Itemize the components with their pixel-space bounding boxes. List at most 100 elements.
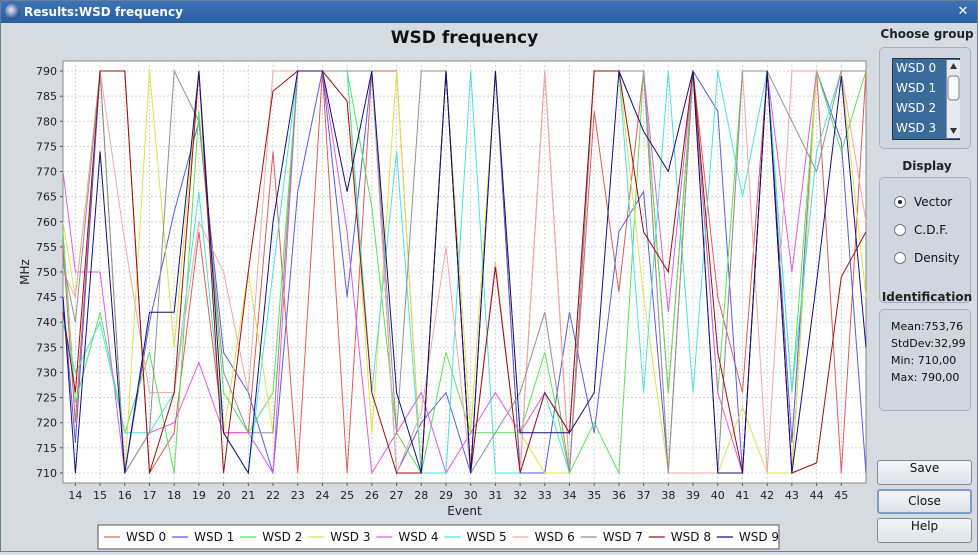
- x-tick-label: 31: [488, 489, 502, 502]
- choose-group-title: Choose group: [880, 27, 974, 41]
- x-tick-label: 23: [291, 489, 305, 502]
- radio-unchecked-icon[interactable]: [894, 252, 906, 264]
- stat-mean: Mean:753,76: [891, 320, 964, 333]
- y-tick-label: 710: [36, 467, 57, 480]
- x-tick-label: 26: [365, 489, 379, 502]
- group-item[interactable]: WSD 0: [896, 61, 937, 75]
- legend-entry: WSD 1: [194, 530, 234, 544]
- stat-min: Min: 710,00: [891, 354, 957, 367]
- x-tick-label: 22: [266, 489, 280, 502]
- y-tick-label: 725: [36, 392, 57, 405]
- legend-entry: WSD 7: [603, 530, 643, 544]
- series-line-wsd-4: [62, 70, 866, 475]
- stat-max: Max: 790,00: [891, 371, 960, 384]
- legend-entry: WSD 3: [330, 530, 370, 544]
- x-tick-label: 36: [612, 489, 626, 502]
- legend-entry: WSD 9: [739, 530, 779, 544]
- x-tick-label: 18: [167, 489, 181, 502]
- y-tick-label: 770: [36, 166, 57, 179]
- identification-title: Identification: [881, 290, 973, 304]
- x-tick-label: 16: [118, 489, 132, 502]
- x-tick-label: 15: [93, 489, 107, 502]
- choose-group-box: WSD 0 WSD 1 WSD 2 WSD 3: [879, 47, 971, 149]
- scrollbar-arrows-icon: [947, 63, 960, 134]
- display-option-label: C.D.F.: [914, 223, 949, 237]
- series-line-wsd-9: [62, 70, 867, 475]
- x-tick-label: 38: [661, 489, 675, 502]
- x-tick-label: 45: [834, 489, 848, 502]
- x-tick-label: 42: [760, 489, 774, 502]
- x-tick-label: 21: [241, 489, 255, 502]
- legend-entry: WSD 0: [126, 530, 166, 544]
- group-item[interactable]: WSD 3: [896, 121, 937, 135]
- window-title: Results:WSD frequency: [24, 5, 183, 19]
- save-button[interactable]: Save: [877, 460, 972, 485]
- legend-entry: WSD 4: [398, 530, 438, 544]
- y-axis-label: MHz: [18, 259, 32, 285]
- x-tick-label: 28: [414, 489, 428, 502]
- x-tick-label: 44: [810, 489, 824, 502]
- y-tick-label: 785: [36, 90, 57, 103]
- close-window-icon[interactable]: ✕: [957, 4, 969, 19]
- wsd-frequency-chart: 710 715 720 725 730 735 740 745 750 755 760 765 770 7…: [18, 28, 867, 550]
- x-tick-label: 37: [637, 489, 651, 502]
- y-tick-label: 740: [36, 316, 57, 329]
- legend-entry: WSD 8: [671, 530, 711, 544]
- y-tick-label: 745: [36, 291, 57, 304]
- chart-title: WSD frequency: [391, 28, 538, 48]
- y-tick-label: 750: [36, 266, 57, 279]
- y-tick-label: 755: [36, 241, 57, 254]
- x-tick-label: 40: [711, 489, 725, 502]
- x-tick-label: 43: [785, 489, 799, 502]
- x-tick-label: 24: [315, 489, 329, 502]
- group-scrollbar[interactable]: [946, 60, 960, 138]
- display-option-label: Density: [914, 251, 960, 265]
- y-tick-label: 760: [36, 216, 57, 229]
- x-tick-label: 20: [217, 489, 231, 502]
- y-tick-label: 735: [36, 341, 57, 354]
- x-tick-label: 27: [390, 489, 404, 502]
- help-button[interactable]: Help: [877, 518, 972, 543]
- app-icon: [5, 4, 20, 19]
- identification-box: Mean:753,76 StdDev:32,99 Min: 710,00 Max…: [879, 309, 971, 411]
- y-tick-label: 720: [36, 417, 57, 430]
- stat-stddev: StdDev:32,99: [891, 337, 966, 350]
- y-tick-label: 730: [36, 366, 57, 379]
- chart-panel: 710 715 720 725 730 735 740 745 750 755 760 765 770 7…: [5, 25, 871, 551]
- legend-entry: WSD 6: [535, 530, 575, 544]
- series-line-wsd-1: [62, 69, 867, 475]
- y-tick-label: 775: [36, 140, 57, 153]
- x-tick-label: 19: [192, 489, 206, 502]
- x-tick-label: 33: [538, 489, 552, 502]
- title-bar[interactable]: Results:WSD frequency ✕: [1, 1, 977, 23]
- display-title: Display: [902, 159, 952, 173]
- x-tick-label: 30: [464, 489, 478, 502]
- x-tick-label: 35: [587, 489, 601, 502]
- y-tick-label: 765: [36, 191, 57, 204]
- radio-unchecked-icon[interactable]: [894, 224, 906, 236]
- display-option-label: Vector: [914, 195, 953, 209]
- display-box: Vector C.D.F. Density: [879, 177, 971, 303]
- series-line-wsd-3: [62, 70, 867, 474]
- legend-entry: WSD 2: [262, 530, 302, 544]
- x-tick-label: 32: [513, 489, 527, 502]
- legend-box: [97, 524, 780, 550]
- y-tick-label: 715: [36, 442, 57, 455]
- x-tick-label: 41: [735, 489, 749, 502]
- legend-entry: WSD 5: [467, 530, 507, 544]
- y-tick-label: 780: [36, 115, 57, 128]
- x-tick-label: 29: [439, 489, 453, 502]
- x-tick-label: 39: [686, 489, 700, 502]
- x-tick-label: 14: [68, 489, 82, 502]
- group-item[interactable]: WSD 2: [896, 101, 937, 115]
- group-listbox[interactable]: WSD 0 WSD 1 WSD 2 WSD 3: [892, 58, 960, 140]
- x-axis-label: Event: [447, 504, 482, 518]
- close-button[interactable]: Close: [877, 489, 972, 514]
- x-tick-label: 17: [142, 489, 156, 502]
- radio-checked-icon[interactable]: [894, 196, 906, 208]
- x-tick-label: 25: [340, 489, 354, 502]
- y-tick-label: 790: [36, 65, 57, 78]
- x-tick-label: 34: [563, 489, 577, 502]
- group-item[interactable]: WSD 1: [896, 81, 937, 95]
